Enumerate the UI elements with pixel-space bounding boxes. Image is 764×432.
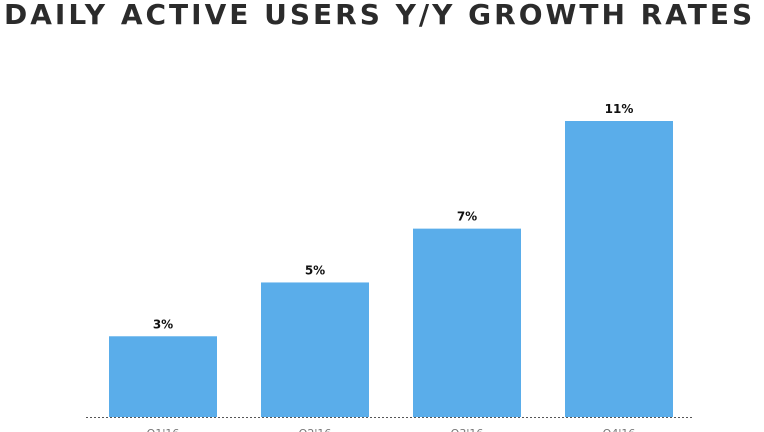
bar-3 xyxy=(413,228,521,417)
value-label-4: 11% xyxy=(605,102,634,116)
value-label-1: 3% xyxy=(153,317,173,331)
x-tick-labels-layer: Q1'16 Q2'16 Q3'16 Q4'16 xyxy=(147,427,636,432)
value-label-2: 5% xyxy=(305,263,325,277)
bar-4 xyxy=(565,121,673,417)
x-tick-label-2: Q2'16 xyxy=(299,427,332,432)
value-labels-layer: 3% 5% 7% 11% xyxy=(153,102,634,331)
bar-2 xyxy=(261,282,369,417)
x-tick-label-3: Q3'16 xyxy=(451,427,484,432)
value-label-3: 7% xyxy=(457,210,477,224)
bars-layer xyxy=(109,121,673,417)
chart-title: DAILY ACTIVE USERS Y/Y GROWTH RATES xyxy=(4,0,756,31)
x-tick-label-4: Q4'16 xyxy=(603,427,636,432)
x-tick-label-1: Q1'16 xyxy=(147,427,180,432)
bar-1 xyxy=(109,336,217,417)
